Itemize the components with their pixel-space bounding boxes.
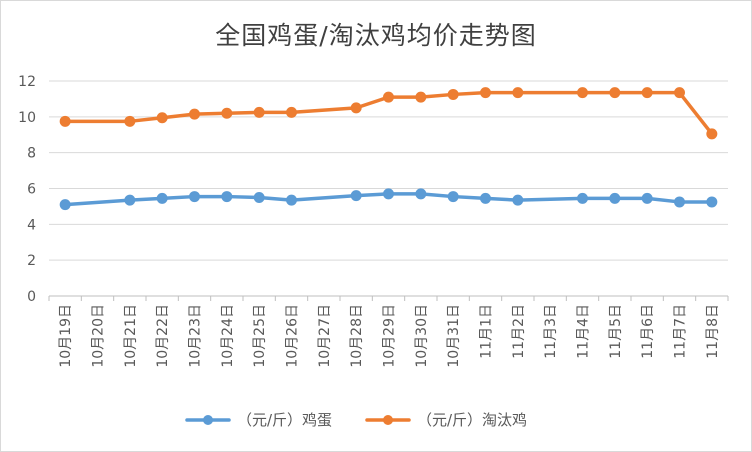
data-point (577, 87, 588, 99)
data-point (156, 112, 168, 124)
x-tick-label: 10月25日 (252, 304, 268, 368)
data-point (512, 87, 524, 99)
data-point (124, 194, 136, 206)
data-point (674, 87, 685, 99)
x-tick-label: 10月23日 (188, 304, 204, 368)
x-tick-label: 11月6日 (640, 304, 656, 359)
data-point (415, 188, 427, 200)
x-tick-label: 10月21日 (123, 304, 139, 368)
data-point (253, 191, 265, 203)
data-point (706, 128, 718, 140)
data-point (480, 192, 491, 204)
x-tick-label: 10月30日 (414, 304, 430, 368)
x-tick-label: 10月28日 (349, 304, 365, 368)
data-point (512, 194, 524, 206)
data-point (189, 191, 200, 203)
y-tick-label: 6 (27, 182, 36, 198)
x-tick-label: 10月31日 (446, 304, 462, 368)
y-tick-label: 8 (27, 146, 36, 162)
legend-swatch-marker (203, 415, 213, 425)
legend-label: （元/斤）鸡蛋 (237, 411, 332, 429)
x-tick-label: 11月3日 (543, 304, 559, 359)
data-point (350, 102, 362, 114)
data-point (383, 91, 394, 103)
x-tick-label: 11月2日 (511, 304, 527, 359)
data-point (350, 190, 362, 202)
data-point (706, 196, 718, 208)
data-point (286, 106, 297, 118)
data-point (641, 87, 653, 99)
data-point (221, 107, 233, 119)
y-tick-label: 12 (18, 74, 36, 90)
data-point (447, 88, 459, 100)
x-tick-label: 11月5日 (608, 304, 624, 359)
data-point (59, 115, 71, 127)
x-tick-label: 10月26日 (285, 304, 301, 368)
data-point (480, 87, 491, 99)
data-point (253, 106, 265, 118)
data-point (156, 192, 168, 204)
data-point (383, 188, 394, 200)
y-tick-label: 4 (27, 217, 36, 233)
x-tick-label: 10月24日 (220, 304, 236, 368)
legend-swatch-marker (383, 415, 393, 425)
y-tick-label: 10 (18, 110, 36, 126)
data-point (609, 192, 621, 204)
data-point (221, 191, 233, 203)
gridlines (49, 80, 728, 261)
y-tick-label: 0 (27, 289, 36, 305)
legend-label: （元/斤）淘汰鸡 (417, 411, 527, 429)
data-point (286, 194, 297, 206)
data-point (447, 191, 459, 203)
x-tick-label: 10月22日 (155, 304, 171, 368)
data-point (59, 199, 71, 211)
data-point (674, 196, 685, 208)
y-tick-label: 2 (27, 253, 36, 269)
x-tick-label: 10月29日 (382, 304, 398, 368)
series (59, 87, 718, 211)
legend: （元/斤）鸡蛋 （元/斤）淘汰鸡 (185, 411, 527, 429)
x-tick-label: 11月4日 (576, 304, 592, 359)
data-point (641, 192, 653, 204)
data-point (415, 91, 427, 103)
x-tick-label: 11月1日 (479, 304, 495, 359)
x-tick-label: 11月8日 (705, 304, 721, 359)
chart-title: 全国鸡蛋/淘汰鸡均价走势图 (215, 21, 537, 50)
x-tick-label: 10月20日 (91, 304, 107, 368)
x-tick-label: 11月7日 (673, 304, 689, 359)
axes: 0 2 4 6 8 10 12 10月19日 10月20日 10月21日 10月22日 10月23日 1… (18, 74, 729, 368)
data-point (124, 115, 136, 127)
data-point (609, 87, 621, 99)
x-tick-label: 10月19日 (58, 304, 74, 368)
x-tick-label: 10月27日 (317, 304, 333, 368)
data-point (577, 192, 588, 204)
data-point (189, 108, 200, 120)
